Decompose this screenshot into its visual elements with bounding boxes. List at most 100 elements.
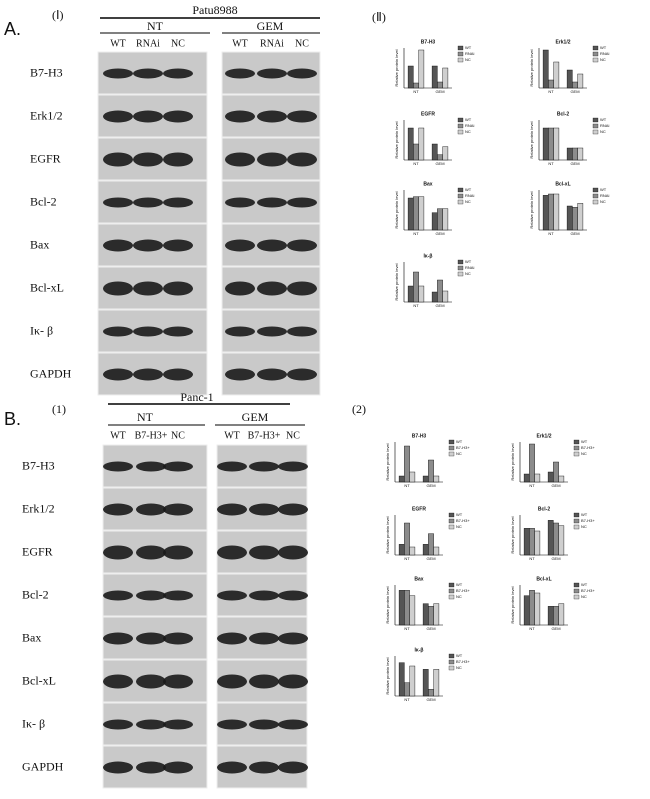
bar bbox=[553, 61, 560, 89]
lane-label: RNAi bbox=[260, 38, 284, 49]
group-label: NT bbox=[137, 410, 154, 424]
bar bbox=[523, 528, 530, 556]
bar bbox=[409, 471, 416, 483]
legend-label: RNAi bbox=[465, 193, 474, 198]
x-tick-label: GEM bbox=[570, 231, 579, 236]
legend-swatch bbox=[448, 524, 455, 530]
protein-label: Bcl-2 bbox=[30, 194, 57, 208]
panel-label: B. bbox=[4, 409, 21, 429]
blot-band bbox=[287, 368, 317, 381]
blot-band bbox=[257, 197, 287, 208]
x-tick-label: NT bbox=[529, 483, 535, 488]
bar bbox=[418, 285, 425, 303]
chart-title: Bcl-xL bbox=[555, 181, 570, 187]
y-axis-label: Relative protein level bbox=[385, 586, 390, 623]
blot-band bbox=[249, 719, 279, 730]
legend-swatch bbox=[592, 57, 599, 63]
legend-swatch bbox=[448, 588, 455, 594]
bar bbox=[534, 473, 541, 483]
legend-swatch bbox=[457, 187, 464, 193]
legend-label: NC bbox=[581, 594, 587, 599]
legend-swatch bbox=[457, 57, 464, 63]
x-tick-label: GEM bbox=[551, 483, 560, 488]
legend-label: B7-H3+ bbox=[456, 659, 470, 664]
lane-label: NC bbox=[171, 38, 185, 49]
legend-label: WT bbox=[456, 512, 463, 517]
legend-label: NC bbox=[600, 129, 606, 134]
blot-band bbox=[163, 719, 193, 730]
legend-label: B7-H3+ bbox=[581, 588, 595, 593]
x-tick-label: NT bbox=[413, 89, 419, 94]
bar bbox=[577, 73, 584, 89]
blot-band bbox=[287, 152, 317, 167]
legend-swatch bbox=[457, 259, 464, 265]
blot-band bbox=[133, 281, 163, 296]
legend-swatch bbox=[592, 117, 599, 123]
lane-label: B7-H3+ bbox=[248, 430, 281, 441]
bar bbox=[442, 146, 449, 161]
bar bbox=[437, 279, 443, 303]
bar bbox=[428, 689, 434, 697]
legend-label: NC bbox=[465, 129, 471, 134]
blot-band bbox=[136, 545, 166, 560]
blot-label: (1) bbox=[52, 402, 66, 416]
lane-label: NC bbox=[171, 430, 185, 441]
legend-swatch bbox=[592, 199, 599, 205]
y-axis-label: Relative protein level bbox=[529, 49, 534, 86]
blot-band bbox=[103, 632, 133, 645]
bar bbox=[442, 208, 449, 231]
legend-label: RNAi bbox=[600, 123, 609, 128]
bar bbox=[431, 291, 438, 303]
legend-label: B7-H3+ bbox=[456, 588, 470, 593]
protein-label: Iκ- β bbox=[30, 323, 53, 337]
legend-label: RNAi bbox=[600, 193, 609, 198]
legend-swatch bbox=[448, 582, 455, 588]
lane-label: B7-H3+ bbox=[135, 430, 168, 441]
bar bbox=[547, 606, 554, 626]
legend-swatch bbox=[573, 445, 580, 451]
protein-label: GAPDH bbox=[22, 759, 64, 773]
bar bbox=[558, 525, 565, 556]
y-axis-label: Relative protein level bbox=[385, 516, 390, 553]
bar bbox=[548, 127, 554, 161]
legend-label: NC bbox=[600, 199, 606, 204]
bar bbox=[398, 475, 405, 483]
bar bbox=[413, 82, 419, 89]
blot-band bbox=[136, 632, 166, 645]
legend-label: RNAi bbox=[465, 265, 474, 270]
legend-label: NC bbox=[600, 57, 606, 62]
chart-title: Iκ-β bbox=[415, 647, 424, 653]
y-axis-label: Relative protein level bbox=[510, 586, 515, 623]
bar bbox=[407, 285, 414, 303]
legend-label: NC bbox=[465, 57, 471, 62]
protein-label: EGFR bbox=[22, 544, 53, 558]
bar bbox=[413, 271, 419, 303]
bar bbox=[566, 147, 573, 161]
legend-label: WT bbox=[465, 259, 472, 264]
chart-label: (Ⅱ) bbox=[372, 10, 386, 24]
blot-band bbox=[133, 152, 163, 167]
legend-label: NC bbox=[465, 271, 471, 276]
blot-band bbox=[278, 674, 308, 689]
legend-label: NC bbox=[456, 665, 462, 670]
blot-band bbox=[103, 239, 133, 252]
blot-band bbox=[103, 545, 133, 560]
bar bbox=[413, 196, 419, 231]
legend-swatch bbox=[573, 439, 580, 445]
blot-band bbox=[103, 326, 133, 337]
bar bbox=[548, 79, 554, 89]
cell-line: Patu8988 bbox=[192, 3, 237, 17]
chart-title: Bax bbox=[423, 181, 432, 187]
bar bbox=[547, 520, 554, 556]
legend-label: B7-H3+ bbox=[581, 518, 595, 523]
bar bbox=[548, 193, 554, 231]
legend-label: NC bbox=[456, 594, 462, 599]
bar bbox=[398, 544, 405, 556]
legend-swatch bbox=[448, 451, 455, 457]
legend-swatch bbox=[573, 594, 580, 600]
blot-band bbox=[278, 632, 308, 645]
x-tick-label: NT bbox=[548, 231, 554, 236]
blot-band bbox=[103, 590, 133, 601]
chart-title: Bcl-2 bbox=[557, 111, 569, 117]
